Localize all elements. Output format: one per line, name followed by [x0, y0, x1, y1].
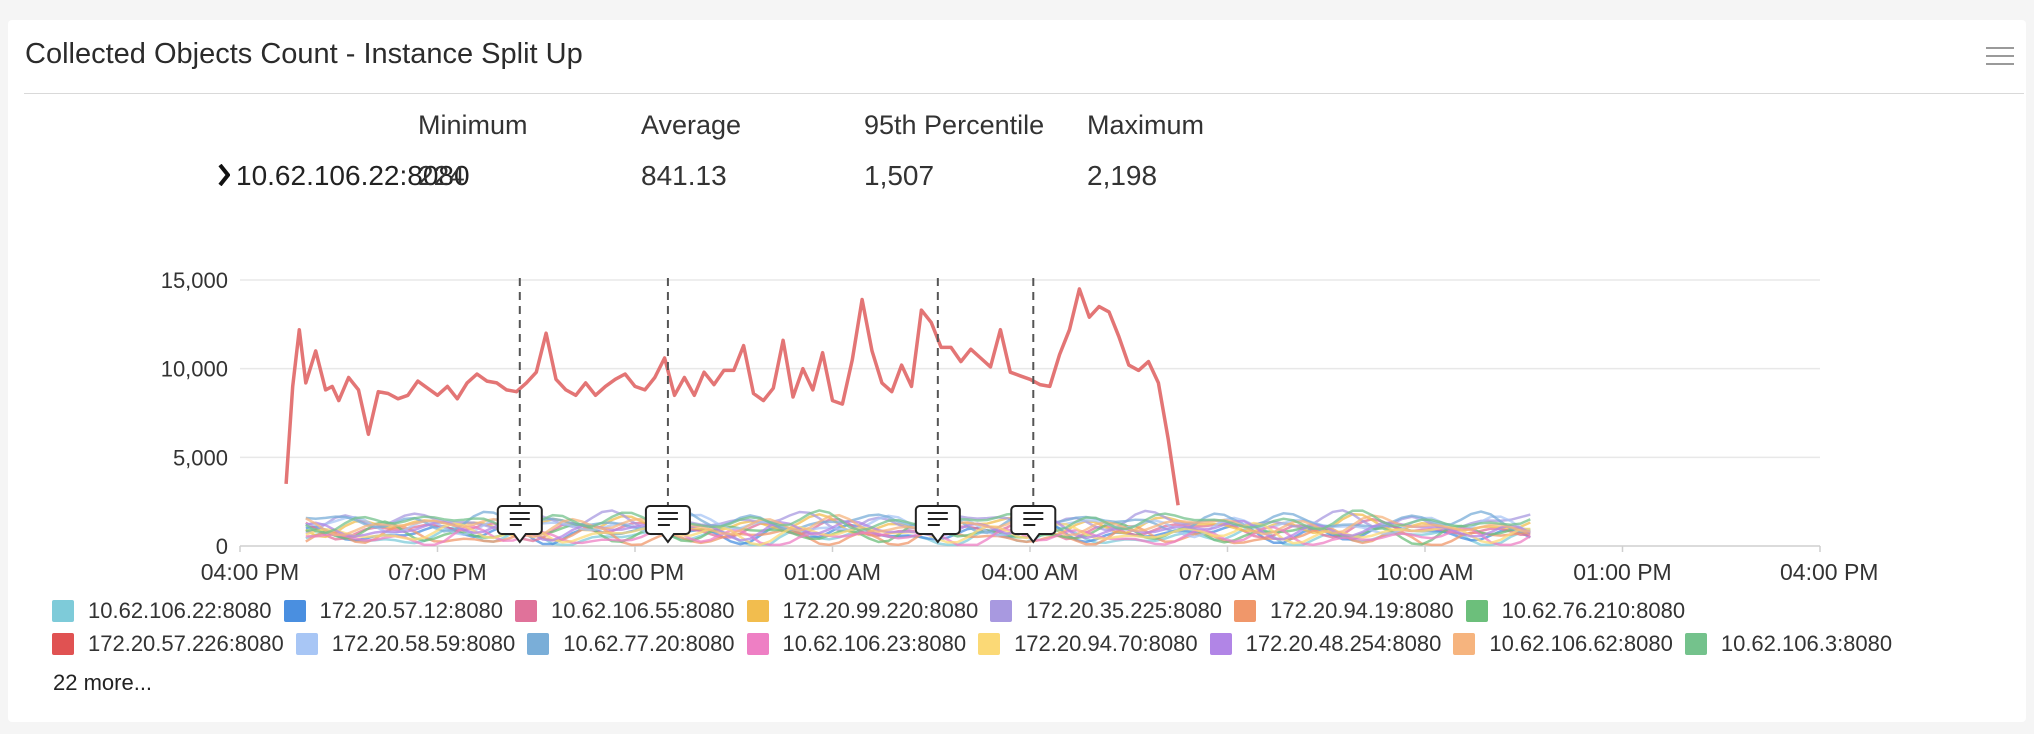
- legend-label: 172.20.35.225:8080: [1026, 598, 1223, 623]
- legend-label: 172.20.48.254:8080: [1245, 631, 1442, 656]
- legend-item[interactable]: 172.20.57.12:8080: [283, 595, 504, 627]
- legend-label: 10.62.106.22:8080: [88, 598, 272, 623]
- stat-value-95th-percentile: 1,507: [864, 160, 935, 191]
- x-tick-label: 01:00 PM: [1573, 559, 1671, 580]
- hamburger-menu-icon[interactable]: [1986, 47, 2014, 67]
- stat-header-maximum: Maximum: [1087, 110, 1205, 140]
- x-tick-label: 04:00 AM: [981, 559, 1078, 580]
- legend-swatch: [283, 600, 306, 622]
- x-tick-label: 04:00 PM: [201, 559, 299, 580]
- stat-header-95th-percentile: 95th Percentile: [864, 110, 1045, 140]
- legend-item[interactable]: 172.20.58.59:8080: [295, 628, 516, 660]
- y-tick-label: 15,000: [161, 268, 228, 293]
- legend-swatch: [1209, 633, 1232, 655]
- legend-swatch: [515, 600, 538, 622]
- legend-label: 172.20.99.220:8080: [782, 598, 979, 623]
- legend-item[interactable]: 10.62.106.62:8080: [1453, 628, 1673, 660]
- stat-header-minimum: Minimum: [418, 110, 528, 140]
- legend-item[interactable]: 10.62.106.23:8080: [746, 628, 967, 660]
- legend-label: 172.20.94.19:8080: [1270, 598, 1454, 623]
- legend-label: 10.62.106.55:8080: [551, 598, 735, 623]
- legend-swatch: [1465, 600, 1488, 622]
- legend-label: 172.20.57.12:8080: [319, 598, 504, 623]
- x-tick-label: 07:00 PM: [388, 559, 486, 580]
- series-line-primary: [284, 287, 1180, 506]
- chevron-right-icon: [218, 164, 230, 186]
- card-title: Collected Objects Count - Instance Split…: [25, 38, 583, 70]
- legend-item[interactable]: 172.20.48.254:8080: [1209, 628, 1442, 660]
- legend-label: 10.62.106.23:8080: [782, 631, 967, 656]
- legend-swatch: [52, 600, 74, 622]
- x-tick-label: 07:00 AM: [1179, 559, 1276, 580]
- legend-label: 172.20.58.59:8080: [331, 631, 516, 656]
- legend: 10.62.106.22:8080 172.20.57.12:8080 10.62.…: [52, 595, 2012, 661]
- legend-item[interactable]: 10.62.106.3:8080: [1684, 628, 1893, 660]
- x-tick-label: 04:00 PM: [1780, 559, 1878, 580]
- card-header: Collected Objects Count - Instance Split…: [24, 20, 2024, 94]
- legend-swatch: [527, 633, 550, 655]
- legend-item[interactable]: 172.20.35.225:8080: [990, 595, 1222, 627]
- stat-header-average: Average: [641, 110, 742, 140]
- legend-item[interactable]: 10.62.106.55:8080: [515, 595, 735, 627]
- legend-swatch: [746, 600, 769, 622]
- stat-value-maximum: 2,198: [1087, 160, 1158, 191]
- legend-label: 10.62.106.62:8080: [1489, 631, 1673, 656]
- legend-swatch: [746, 633, 769, 655]
- y-tick-label: 5,000: [173, 445, 228, 470]
- legend-swatch: [1684, 633, 1707, 655]
- legend-row: 172.20.57.226:8080 172.20.58.59:8080 10.62…: [52, 628, 2012, 661]
- legend-item[interactable]: 172.20.99.220:8080: [746, 595, 979, 627]
- legend-more-link[interactable]: 22 more...: [53, 670, 153, 695]
- legend-item[interactable]: 172.20.94.19:8080: [1234, 595, 1454, 627]
- x-tick-label: 10:00 PM: [586, 559, 684, 580]
- y-tick-label: 0: [216, 534, 228, 559]
- legend-item[interactable]: 172.20.57.226:8080: [52, 628, 284, 660]
- legend-item[interactable]: 10.62.76.210:8080: [1465, 595, 1686, 627]
- legend-label: 10.62.76.210:8080: [1501, 598, 1686, 623]
- stats-summary: Minimum Average 95th Percentile Maximum …: [8, 110, 1608, 220]
- legend-item[interactable]: 10.62.77.20:8080: [527, 628, 735, 660]
- legend-row: 10.62.106.22:8080 172.20.57.12:8080 10.62.…: [52, 595, 2012, 628]
- legend-item[interactable]: 172.20.94.70:8080: [978, 628, 1198, 660]
- instance-label: 10.62.106.22:8080: [236, 160, 470, 191]
- legend-label: 10.62.77.20:8080: [563, 631, 735, 656]
- legend-swatch: [1453, 633, 1476, 655]
- legend-swatch: [990, 600, 1013, 622]
- legend-label: 172.20.57.226:8080: [88, 631, 284, 656]
- legend-swatch: [295, 633, 318, 655]
- line-chart: 0 5,000 10,000 15,000 04:00 PM 07:00 PM 10:00 …: [161, 268, 1879, 580]
- legend-swatch: [978, 633, 1001, 655]
- legend-swatch: [52, 633, 74, 655]
- x-tick-label: 10:00 AM: [1376, 559, 1473, 580]
- stat-value-minimum: 224: [418, 160, 465, 191]
- x-tick-label: 01:00 AM: [784, 559, 881, 580]
- instance-selector[interactable]: 10.62.106.22:8080: [218, 160, 470, 192]
- legend-label: 10.62.106.3:8080: [1720, 631, 1893, 656]
- legend-swatch: [1234, 600, 1257, 622]
- legend-item[interactable]: 10.62.106.22:8080: [52, 595, 272, 627]
- chart-card: Collected Objects Count - Instance Split…: [8, 20, 2026, 722]
- stat-value-average: 841.13: [641, 160, 727, 191]
- y-tick-label: 10,000: [161, 357, 228, 382]
- legend-label: 172.20.94.70:8080: [1014, 631, 1198, 656]
